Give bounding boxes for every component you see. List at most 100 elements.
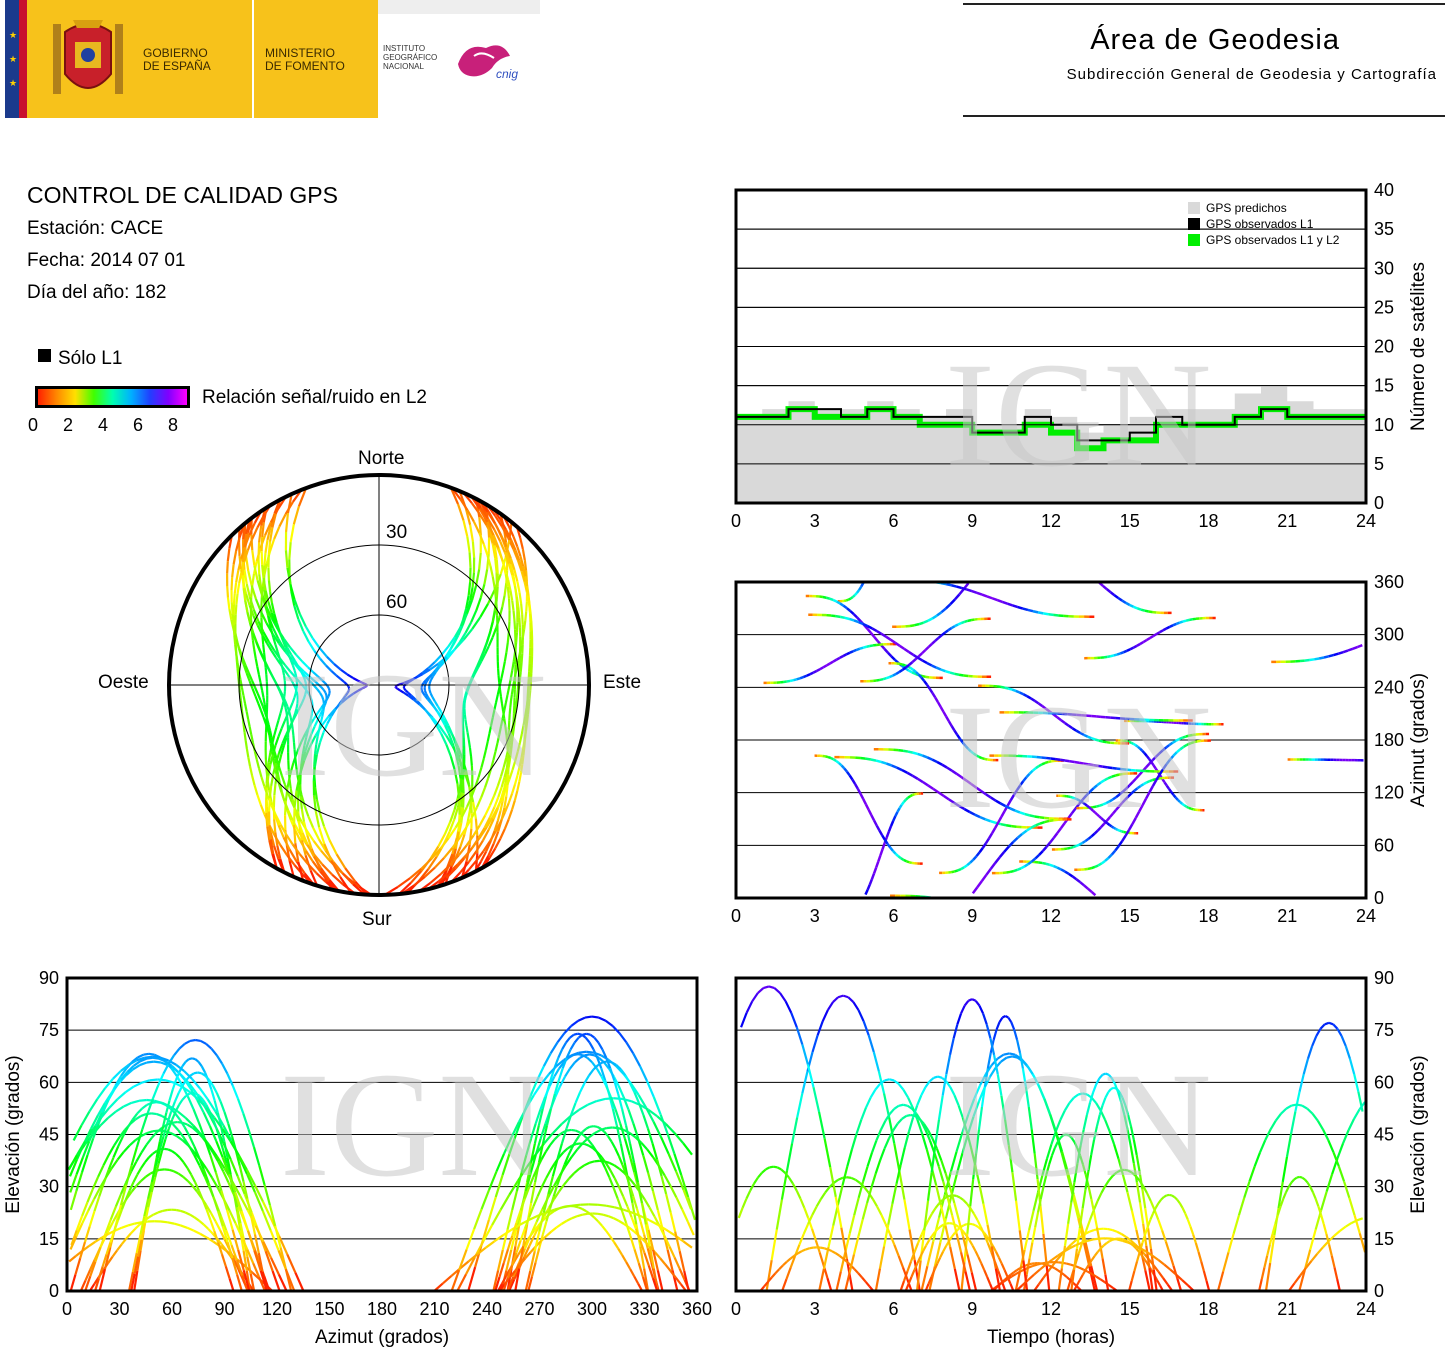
track-segment bbox=[222, 1171, 230, 1183]
track-segment bbox=[503, 767, 509, 778]
track-segment bbox=[497, 675, 501, 683]
track-segment bbox=[927, 1213, 933, 1221]
track-segment bbox=[1110, 1086, 1115, 1090]
track-segment bbox=[1081, 1164, 1087, 1175]
track-segment bbox=[1322, 1223, 1328, 1235]
track-segment bbox=[870, 873, 876, 880]
track-segment bbox=[222, 1150, 228, 1164]
track-segment bbox=[639, 1065, 648, 1082]
track-segment bbox=[824, 1186, 831, 1194]
track-segment bbox=[526, 706, 530, 715]
track-segment bbox=[778, 1264, 784, 1270]
track-segment bbox=[1084, 803, 1088, 807]
track-segment bbox=[346, 689, 350, 694]
track-segment bbox=[469, 586, 474, 601]
track-segment bbox=[153, 1211, 159, 1216]
track-segment bbox=[972, 1223, 976, 1227]
track-segment bbox=[1333, 1267, 1339, 1280]
track-segment bbox=[436, 710, 442, 719]
track-segment bbox=[585, 1125, 591, 1130]
track-segment bbox=[273, 649, 281, 659]
track-segment bbox=[303, 747, 311, 762]
track-segment bbox=[529, 1221, 538, 1236]
track-segment bbox=[540, 1150, 547, 1160]
track-segment bbox=[851, 778, 857, 785]
track-segment bbox=[277, 1273, 288, 1292]
track-segment bbox=[530, 1262, 537, 1277]
track-segment bbox=[121, 1224, 129, 1229]
track-segment bbox=[970, 782, 977, 789]
track-segment bbox=[1145, 762, 1151, 769]
track-segment bbox=[295, 765, 299, 776]
track-segment bbox=[105, 1242, 112, 1255]
track-segment bbox=[498, 1262, 505, 1278]
track-segment bbox=[480, 1189, 491, 1210]
track-segment bbox=[533, 1125, 540, 1144]
track-segment bbox=[1142, 639, 1148, 644]
track-segment bbox=[158, 1136, 165, 1151]
track-segment bbox=[1011, 1055, 1018, 1059]
track-segment bbox=[1133, 605, 1138, 610]
track-segment bbox=[1068, 1134, 1073, 1139]
track-segment bbox=[1162, 1277, 1169, 1286]
track-segment bbox=[478, 513, 488, 526]
track-segment bbox=[870, 1172, 877, 1188]
track-segment bbox=[1048, 818, 1054, 823]
track-segment bbox=[457, 747, 464, 760]
track-segment bbox=[945, 1054, 952, 1075]
track-segment bbox=[503, 782, 507, 793]
track-segment bbox=[278, 743, 284, 754]
ign-band bbox=[378, 0, 540, 14]
track-segment bbox=[245, 748, 250, 758]
track-segment bbox=[1021, 1068, 1027, 1087]
track-segment bbox=[253, 649, 257, 659]
track-segment bbox=[579, 1082, 586, 1093]
track-segment bbox=[869, 1089, 877, 1099]
track-segment bbox=[410, 694, 417, 700]
track-segment bbox=[99, 1177, 107, 1189]
track-segment bbox=[208, 1079, 214, 1087]
track-segment bbox=[621, 1108, 628, 1126]
track-segment bbox=[1290, 1111, 1297, 1134]
svg-text:★: ★ bbox=[9, 78, 17, 88]
track-segment bbox=[326, 655, 335, 665]
track-segment bbox=[903, 1199, 911, 1230]
track-segment bbox=[1110, 654, 1115, 658]
track-segment bbox=[143, 1207, 150, 1224]
track-segment bbox=[162, 1112, 168, 1127]
track-segment bbox=[202, 1223, 209, 1230]
track-segment bbox=[601, 1225, 607, 1232]
track-segment bbox=[162, 1063, 170, 1075]
track-segment bbox=[231, 564, 235, 578]
track-segment bbox=[341, 872, 354, 885]
track-segment bbox=[1075, 878, 1081, 884]
track-segment bbox=[500, 703, 505, 712]
track-segment bbox=[600, 1156, 607, 1164]
track-segment bbox=[511, 1252, 518, 1266]
track-segment bbox=[505, 642, 509, 653]
track-segment bbox=[505, 546, 512, 559]
track-segment bbox=[289, 646, 298, 656]
track-segment bbox=[1112, 1143, 1120, 1160]
track-segment bbox=[862, 798, 868, 805]
track-segment bbox=[775, 1199, 783, 1230]
x-tick-label: 15 bbox=[1120, 906, 1140, 926]
track-segment bbox=[663, 1174, 672, 1187]
track-segment bbox=[98, 1182, 106, 1197]
track-segment bbox=[88, 1098, 99, 1113]
track-segment bbox=[1135, 1229, 1142, 1251]
track-segment bbox=[325, 664, 333, 672]
track-segment bbox=[286, 567, 292, 585]
track-segment bbox=[146, 1056, 153, 1060]
track-segment bbox=[633, 1248, 640, 1264]
track-segment bbox=[443, 724, 450, 735]
track-segment bbox=[184, 1211, 191, 1216]
track-segment bbox=[214, 1172, 223, 1192]
track-segment bbox=[630, 1216, 637, 1230]
track-segment bbox=[1000, 822, 1007, 827]
track-segment bbox=[272, 845, 280, 860]
track-segment bbox=[829, 660, 834, 665]
track-segment bbox=[286, 854, 296, 866]
track-segment bbox=[1098, 739, 1103, 743]
track-segment bbox=[1034, 1212, 1040, 1228]
